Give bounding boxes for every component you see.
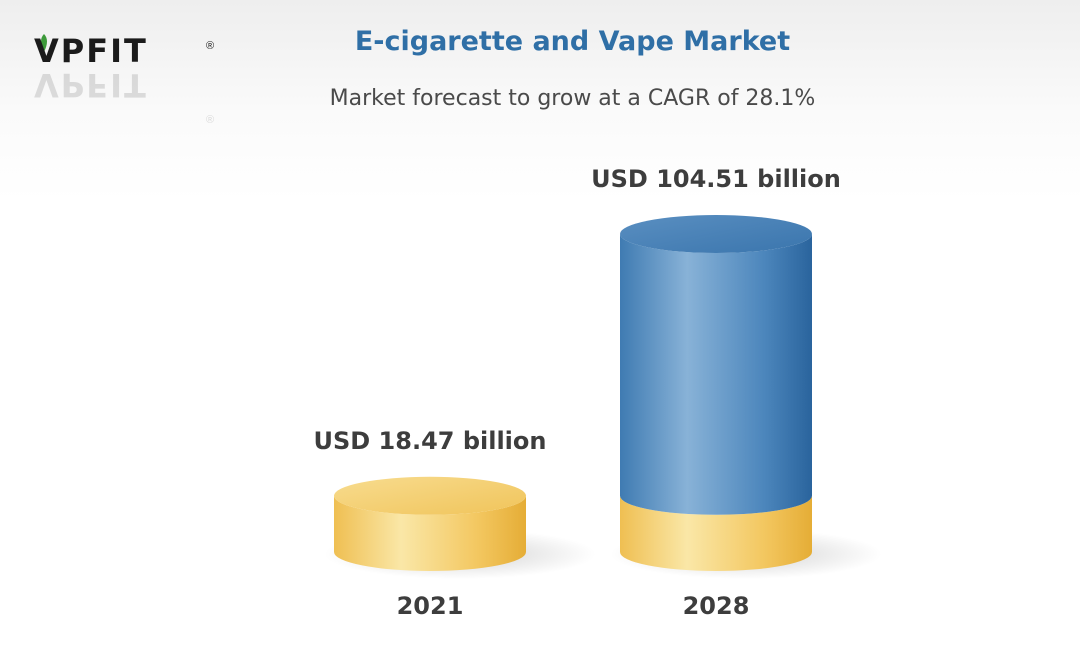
value-label: USD 104.51 billion	[591, 165, 841, 193]
chart-title: E-cigarette and Vape Market	[354, 26, 791, 57]
bar-top	[620, 215, 812, 253]
logo-wordmark: VPFIT	[34, 32, 148, 70]
registered-mark: ®	[206, 40, 215, 52]
chart-subtitle: Market forecast to grow at a CAGR of 28.…	[329, 86, 816, 111]
registered-mark-reflection: ®	[206, 114, 215, 126]
bar-growth-segment	[620, 234, 812, 515]
brand-logo: VPFIT VPFIT ® ®	[34, 32, 224, 126]
bar-base-segment	[334, 495, 526, 571]
bar-2028	[610, 215, 882, 579]
bar-top	[334, 476, 526, 515]
leaf-icon	[41, 34, 47, 52]
bar-2021	[324, 476, 596, 579]
category-label: 2021	[397, 592, 464, 620]
category-label: 2028	[683, 592, 750, 620]
bar-base-segment	[620, 495, 812, 571]
value-label: USD 18.47 billion	[314, 427, 547, 455]
